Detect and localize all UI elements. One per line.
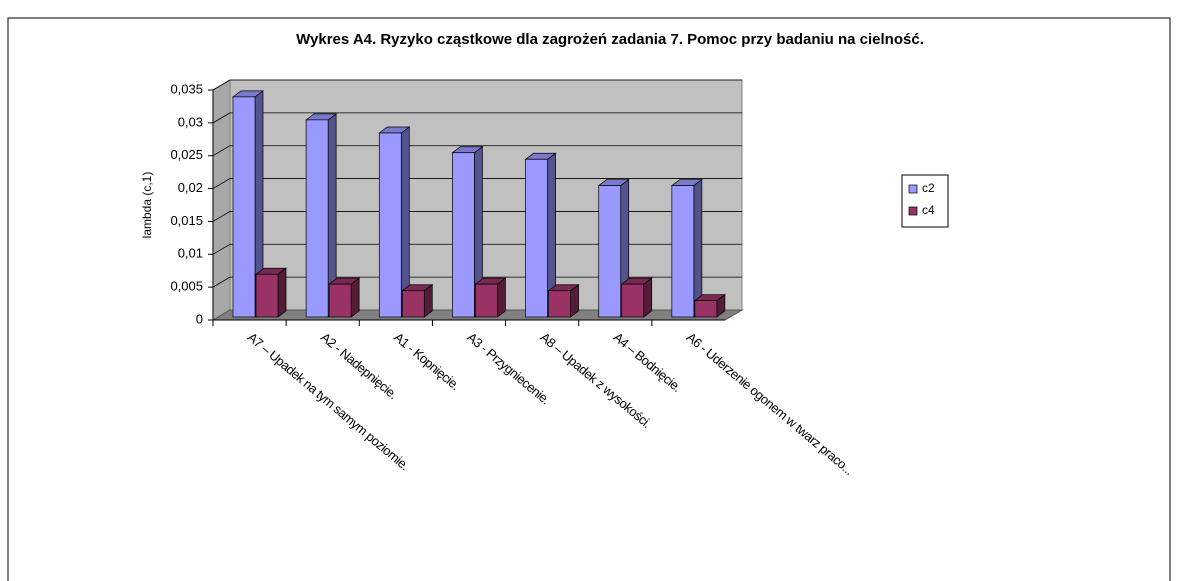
y-tick-label: 0,01 <box>178 246 203 261</box>
bar <box>232 96 256 318</box>
grid-line <box>212 211 231 222</box>
x-tick-label: A1 - Kopnięcie. <box>391 329 462 392</box>
grid-line <box>212 145 231 157</box>
x-tick-label: A7 – Upadek na tym samym poziomie. <box>245 329 412 473</box>
bar <box>378 132 402 318</box>
y-tick-label: 0,015 <box>170 213 203 228</box>
y-tick-label: 0,025 <box>170 147 203 162</box>
y-tick-label: 0,03 <box>178 114 203 129</box>
y-axis-label: lambda (c,1) <box>140 172 154 239</box>
y-tick-label: 0,02 <box>178 180 203 195</box>
y-tick-label: 0,035 <box>170 81 203 96</box>
side-wall <box>212 79 231 321</box>
bar-side <box>643 277 653 318</box>
chart-title: Wykres A4. Ryzyko cząstkowe dla zagrożeń… <box>296 31 924 48</box>
bar-side <box>497 277 506 318</box>
x-tick-label: A4 – Bodnięcie. <box>611 329 685 394</box>
bar <box>621 283 645 318</box>
legend-swatch <box>908 184 918 194</box>
x-tick-label: A6 - Uderzenie ogonem w twarz praco... <box>684 329 857 477</box>
grid-line <box>212 112 231 124</box>
bar <box>401 290 425 318</box>
bar-side <box>277 267 287 318</box>
legend-box <box>901 174 949 228</box>
bar <box>328 283 352 318</box>
legend-label: c2 <box>922 181 935 195</box>
bar <box>671 185 695 318</box>
grid-line <box>212 178 231 189</box>
legend-label: c4 <box>922 203 935 217</box>
bar <box>525 158 548 318</box>
chart-frame <box>7 17 1171 581</box>
legend-swatch <box>908 206 918 216</box>
bar-side <box>350 277 360 318</box>
bar <box>305 119 329 318</box>
grid-line <box>212 79 231 91</box>
grid-line <box>212 243 231 255</box>
bar <box>694 300 718 318</box>
bar <box>598 185 622 318</box>
grid-line <box>212 276 231 288</box>
bar <box>548 290 571 318</box>
x-tick-label: A2 - Nadepnięcie. <box>318 329 400 401</box>
bar <box>452 152 475 318</box>
y-tick-label: 0,005 <box>170 279 203 294</box>
bar <box>255 273 279 318</box>
y-tick-label: 0 <box>196 311 203 326</box>
bar <box>475 283 498 318</box>
